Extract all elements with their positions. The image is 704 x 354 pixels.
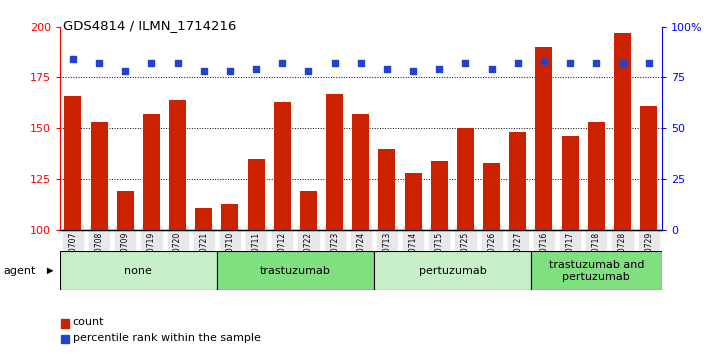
- Point: [486, 67, 497, 72]
- Point: [198, 68, 209, 74]
- Point: [408, 68, 419, 74]
- Text: count: count: [73, 317, 104, 327]
- Bar: [143, 114, 160, 230]
- Bar: [352, 114, 370, 230]
- Bar: [117, 192, 134, 230]
- Bar: [195, 208, 213, 230]
- Point: [225, 68, 236, 74]
- Bar: [169, 100, 186, 230]
- Point: [617, 60, 628, 66]
- Text: none: none: [125, 266, 152, 276]
- FancyBboxPatch shape: [217, 251, 374, 290]
- Bar: [483, 163, 500, 230]
- Point: [120, 68, 131, 74]
- Bar: [562, 136, 579, 230]
- Bar: [379, 149, 396, 230]
- Bar: [405, 173, 422, 230]
- Bar: [588, 122, 605, 230]
- Bar: [457, 128, 474, 230]
- Bar: [326, 94, 343, 230]
- Point: [277, 60, 288, 66]
- FancyBboxPatch shape: [374, 251, 531, 290]
- Point: [565, 60, 576, 66]
- Bar: [248, 159, 265, 230]
- Point: [382, 67, 393, 72]
- Point: [94, 60, 105, 66]
- Text: agent: agent: [4, 266, 36, 276]
- Bar: [431, 161, 448, 230]
- FancyBboxPatch shape: [531, 251, 662, 290]
- Bar: [614, 33, 631, 230]
- Point: [172, 60, 183, 66]
- Point: [434, 67, 445, 72]
- Point: [329, 60, 340, 66]
- Text: percentile rank within the sample: percentile rank within the sample: [73, 333, 260, 343]
- Text: trastuzumab: trastuzumab: [260, 266, 331, 276]
- Bar: [509, 132, 527, 230]
- Point: [460, 60, 471, 66]
- Point: [539, 58, 550, 64]
- Point: [146, 60, 157, 66]
- Bar: [536, 47, 553, 230]
- Text: GDS4814 / ILMN_1714216: GDS4814 / ILMN_1714216: [63, 19, 237, 33]
- Bar: [65, 96, 82, 230]
- Point: [68, 56, 79, 62]
- Point: [355, 60, 366, 66]
- Point: [513, 60, 524, 66]
- FancyBboxPatch shape: [60, 251, 217, 290]
- Text: trastuzumab and
pertuzumab: trastuzumab and pertuzumab: [548, 260, 644, 282]
- Point: [251, 67, 262, 72]
- Text: pertuzumab: pertuzumab: [418, 266, 486, 276]
- Bar: [274, 102, 291, 230]
- Point: [303, 68, 314, 74]
- Bar: [222, 204, 239, 230]
- Bar: [300, 192, 317, 230]
- Point: [591, 60, 602, 66]
- Bar: [640, 106, 657, 230]
- Point: [643, 60, 654, 66]
- Bar: [91, 122, 108, 230]
